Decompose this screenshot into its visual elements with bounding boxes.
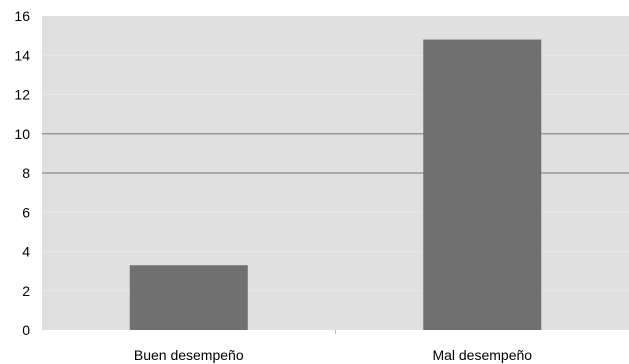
y-tick-label-4: 4 <box>22 244 30 260</box>
y-tick-label-14: 14 <box>14 47 30 63</box>
y-tick-label-6: 6 <box>22 204 30 220</box>
y-tick-label-12: 12 <box>14 87 30 103</box>
x-category-label-1: Buen desempeño <box>134 347 244 363</box>
x-category-label-2: Mal desempeño <box>432 347 532 363</box>
y-tick-label-8: 8 <box>22 165 30 181</box>
y-tick-label-2: 2 <box>22 283 30 299</box>
bar-1 <box>129 265 248 330</box>
bars <box>129 39 542 331</box>
y-tick-label-0: 0 <box>22 322 30 338</box>
y-tick-label-16: 16 <box>14 8 30 24</box>
x-axis: Buen desempeño Mal desempeño <box>134 330 532 363</box>
y-tick-label-10: 10 <box>14 126 30 142</box>
bar-2 <box>423 39 542 331</box>
y-axis: 0 2 4 6 8 10 12 14 16 <box>14 8 30 338</box>
